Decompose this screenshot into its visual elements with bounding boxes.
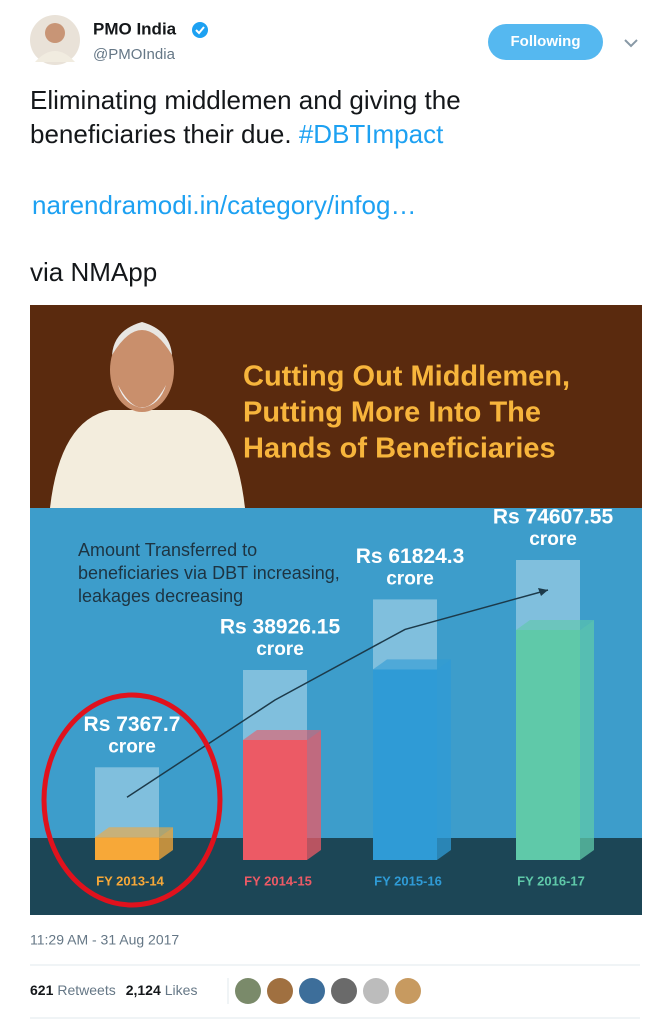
bar-side bbox=[159, 827, 173, 860]
stat-text[interactable]: 2,124 bbox=[126, 982, 161, 998]
bar-side bbox=[580, 620, 594, 860]
unit-label: crore bbox=[108, 736, 156, 757]
follow-button[interactable] bbox=[488, 24, 603, 60]
liker-avatar[interactable] bbox=[331, 978, 357, 1004]
infographic-subtitle: leakages decreasing bbox=[78, 586, 243, 606]
bar bbox=[373, 669, 437, 860]
bar-ghost bbox=[373, 599, 437, 670]
avatar-body bbox=[35, 51, 75, 62]
stat-text: Retweets bbox=[57, 982, 115, 998]
portrait-beard bbox=[118, 385, 166, 408]
portrait-body bbox=[50, 410, 245, 508]
infographic-subtitle: Amount Transferred to bbox=[78, 540, 257, 560]
portrait-face bbox=[110, 328, 174, 412]
bar-side bbox=[307, 729, 321, 860]
value-label: Rs 38926.15 bbox=[220, 616, 341, 639]
user-handle[interactable]: @PMOIndia bbox=[93, 46, 176, 63]
bar bbox=[516, 630, 580, 860]
liker-avatar[interactable] bbox=[395, 978, 421, 1004]
category-label: FY 2015-16 bbox=[374, 873, 442, 888]
category-label: FY 2014-15 bbox=[244, 873, 312, 888]
via-text: via NMApp bbox=[30, 257, 157, 287]
bar-ghost bbox=[243, 669, 307, 740]
stat-text[interactable]: 621 bbox=[30, 982, 54, 998]
value-label: Rs 61824.3 bbox=[356, 545, 465, 568]
bar bbox=[95, 837, 159, 860]
arrow-head bbox=[538, 588, 548, 596]
timestamp: 11:29 AM - 31 Aug 2017 bbox=[30, 932, 179, 948]
highlight-circle bbox=[41, 692, 223, 908]
bar-top bbox=[516, 620, 594, 630]
follow-button-label: Following bbox=[511, 33, 581, 50]
trend-arrow bbox=[126, 589, 549, 798]
bar-side bbox=[437, 659, 451, 860]
user-name[interactable]: PMO India bbox=[93, 19, 177, 38]
hashtag[interactable]: #DBTImpact bbox=[299, 119, 444, 149]
liker-avatar[interactable] bbox=[235, 978, 261, 1004]
liker-avatar[interactable] bbox=[363, 978, 389, 1004]
tweet-text: beneficiaries their due. #DBTImpact bbox=[30, 119, 444, 149]
bar-top bbox=[373, 659, 451, 670]
bar-top bbox=[243, 729, 321, 740]
bar bbox=[243, 739, 307, 860]
bar-ghost bbox=[95, 767, 159, 838]
portrait bbox=[50, 322, 245, 508]
verified-badge bbox=[192, 22, 208, 38]
menu-chevron[interactable] bbox=[624, 39, 638, 48]
value-label: Rs 7367.7 bbox=[84, 713, 181, 736]
liker-avatar[interactable] bbox=[299, 978, 325, 1004]
infographic-title: Putting More Into The bbox=[243, 397, 541, 429]
stat-text: Likes bbox=[165, 982, 198, 998]
stats: 621 Retweets 2,124 Likes bbox=[30, 982, 197, 998]
value-label: Rs 74607.55 bbox=[493, 506, 614, 529]
infographic-subtitle: beneficiaries via DBT increasing, bbox=[78, 563, 340, 583]
bar-ghost bbox=[516, 560, 580, 630]
unit-label: crore bbox=[529, 529, 577, 550]
unit-label: crore bbox=[256, 639, 304, 660]
unit-label: crore bbox=[386, 568, 434, 589]
tweet-link[interactable]: narendramodi.in/category/infog… bbox=[32, 190, 416, 220]
tweet-text: beneficiaries their due. bbox=[30, 119, 292, 149]
avatar-face bbox=[45, 23, 65, 43]
avatar[interactable] bbox=[30, 15, 80, 65]
category-label: FY 2016-17 bbox=[517, 873, 585, 888]
category-label: FY 2013-14 bbox=[96, 873, 164, 888]
portrait-hair bbox=[112, 322, 172, 355]
liker-avatar[interactable] bbox=[267, 978, 293, 1004]
tweet-text: Eliminating middlemen and giving the bbox=[30, 85, 461, 115]
infographic-title: Cutting Out Middlemen, bbox=[243, 361, 570, 393]
bar-top bbox=[95, 827, 173, 838]
verified-check bbox=[195, 26, 205, 35]
infographic-title: Hands of Beneficiaries bbox=[243, 433, 556, 465]
